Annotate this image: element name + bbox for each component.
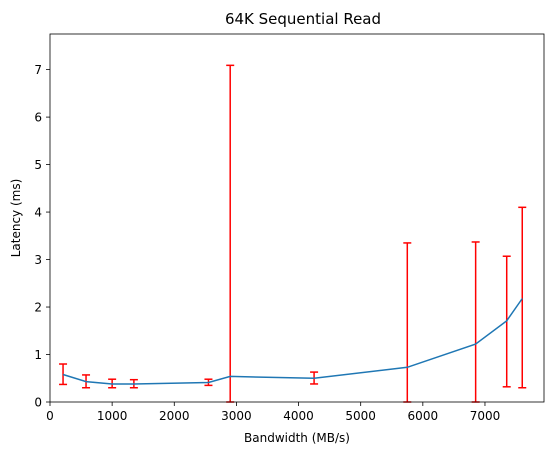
y-tick-label: 4 [34,206,42,220]
x-tick-label: 7000 [470,409,501,423]
y-axis-ticks: 0 1 2 3 4 5 6 7 [34,63,50,410]
y-axis-label: Latency (ms) [9,179,23,258]
y-tick-label: 1 [34,348,42,362]
x-tick-label: 3000 [221,409,252,423]
series-line [62,298,523,385]
y-tick-label: 6 [34,111,42,125]
y-tick-label: 5 [34,158,42,172]
error-bar [59,363,68,386]
error-bar [518,206,527,389]
x-tick-label: 2000 [159,409,190,423]
x-tick-label: 0 [46,409,54,423]
x-tick-label: 6000 [408,409,439,423]
x-axis-ticks: 0 1000 2000 3000 4000 5000 6000 7000 [46,402,500,423]
plot-area [50,34,544,402]
x-axis-label: Bandwidth (MB/s) [244,431,350,445]
y-tick-label: 0 [34,396,42,410]
chart-title: 64K Sequential Read [225,10,381,28]
y-tick-label: 3 [34,253,42,267]
x-tick-label: 4000 [283,409,314,423]
x-tick-label: 5000 [345,409,376,423]
y-tick-label: 2 [34,301,42,315]
y-tick-label: 7 [34,63,42,77]
plot-frame [49,33,545,403]
x-tick-label: 1000 [97,409,128,423]
